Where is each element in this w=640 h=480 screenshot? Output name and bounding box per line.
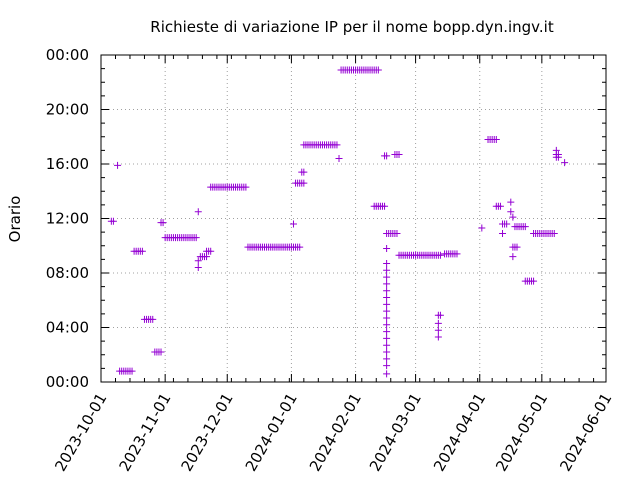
- x-tick-label: 2023-12-01: [178, 390, 237, 475]
- x-tick-label: 2023-10-01: [51, 390, 110, 475]
- data-point: [383, 348, 391, 356]
- data-point: [552, 153, 560, 161]
- data-point: [499, 229, 507, 237]
- data-point: [383, 341, 391, 349]
- data-point: [513, 243, 521, 251]
- data-point: [550, 229, 558, 237]
- y-tick-label: 00:00: [46, 373, 89, 391]
- data-point: [395, 150, 403, 158]
- data-point: [383, 300, 391, 308]
- data-point: [381, 202, 389, 210]
- data-point: [207, 247, 215, 255]
- data-point: [434, 319, 442, 327]
- data-point: [128, 367, 136, 375]
- data-point: [300, 179, 308, 187]
- data-point: [383, 273, 391, 281]
- data-point: [509, 213, 517, 221]
- data-point: [194, 264, 202, 272]
- y-tick-label: 20:00: [46, 101, 89, 119]
- data-point: [383, 334, 391, 342]
- data-point: [335, 155, 343, 163]
- data-point: [434, 326, 442, 334]
- x-ticks: 2023-10-01 2023-11-01 2023-12-01 2024-01-01…: [51, 55, 615, 475]
- data-point: [383, 355, 391, 363]
- data-point: [109, 217, 117, 225]
- data-point: [383, 362, 391, 370]
- data-point: [289, 220, 297, 228]
- data-point: [194, 208, 202, 216]
- data-point: [393, 229, 401, 237]
- data-point: [436, 311, 444, 319]
- x-tick-label: 2024-06-01: [556, 390, 615, 475]
- data-point: [383, 370, 391, 378]
- data-points: [107, 66, 569, 378]
- data-point: [383, 280, 391, 288]
- data-point: [157, 348, 165, 356]
- x-tick-label: 2024-03-01: [366, 390, 425, 475]
- data-point: [242, 183, 250, 191]
- y-tick-label: 04:00: [46, 319, 89, 337]
- data-point: [383, 152, 391, 160]
- chart-title: Richieste di variazione IP per il nome b…: [150, 18, 554, 36]
- data-point: [383, 328, 391, 336]
- data-point: [383, 321, 391, 329]
- data-point: [507, 208, 515, 216]
- y-tick-label: 00:00: [46, 46, 89, 64]
- data-point: [114, 161, 122, 169]
- data-point: [434, 333, 442, 341]
- x-tick-label: 2024-02-01: [306, 390, 365, 475]
- data-point: [300, 168, 308, 176]
- data-point: [496, 202, 504, 210]
- data-point: [383, 244, 391, 252]
- data-point: [138, 247, 146, 255]
- y-ticks: 00:00 04:00 08:00 12:00 16:00 20:00 00:00: [46, 46, 606, 391]
- data-point: [453, 250, 461, 258]
- data-point: [530, 277, 538, 285]
- data-point: [436, 251, 444, 259]
- y-tick-label: 16:00: [46, 155, 89, 173]
- data-point: [159, 219, 167, 227]
- data-point: [383, 259, 391, 267]
- data-point: [503, 220, 511, 228]
- data-point: [383, 314, 391, 322]
- data-point: [383, 266, 391, 274]
- data-point: [507, 198, 515, 206]
- data-point: [492, 135, 500, 143]
- x-tick-label: 2024-05-01: [492, 390, 551, 475]
- data-point: [478, 224, 486, 232]
- data-point: [383, 307, 391, 315]
- y-tick-label: 12:00: [46, 210, 89, 228]
- data-point: [521, 223, 529, 231]
- x-tick-label: 2024-04-01: [430, 390, 489, 475]
- data-point: [509, 253, 517, 261]
- data-point: [149, 315, 157, 323]
- data-point: [383, 287, 391, 295]
- y-tick-label: 08:00: [46, 264, 89, 282]
- data-point: [333, 141, 341, 149]
- data-point: [194, 257, 202, 265]
- y-axis-label: Orario: [6, 196, 24, 243]
- data-point: [383, 294, 391, 302]
- data-point: [374, 66, 382, 74]
- data-point: [296, 243, 304, 251]
- data-point: [192, 234, 200, 242]
- grid: [101, 55, 606, 382]
- data-point: [561, 159, 569, 167]
- x-tick-label: 2023-11-01: [115, 390, 174, 475]
- x-tick-label: 2024-01-01: [242, 390, 301, 475]
